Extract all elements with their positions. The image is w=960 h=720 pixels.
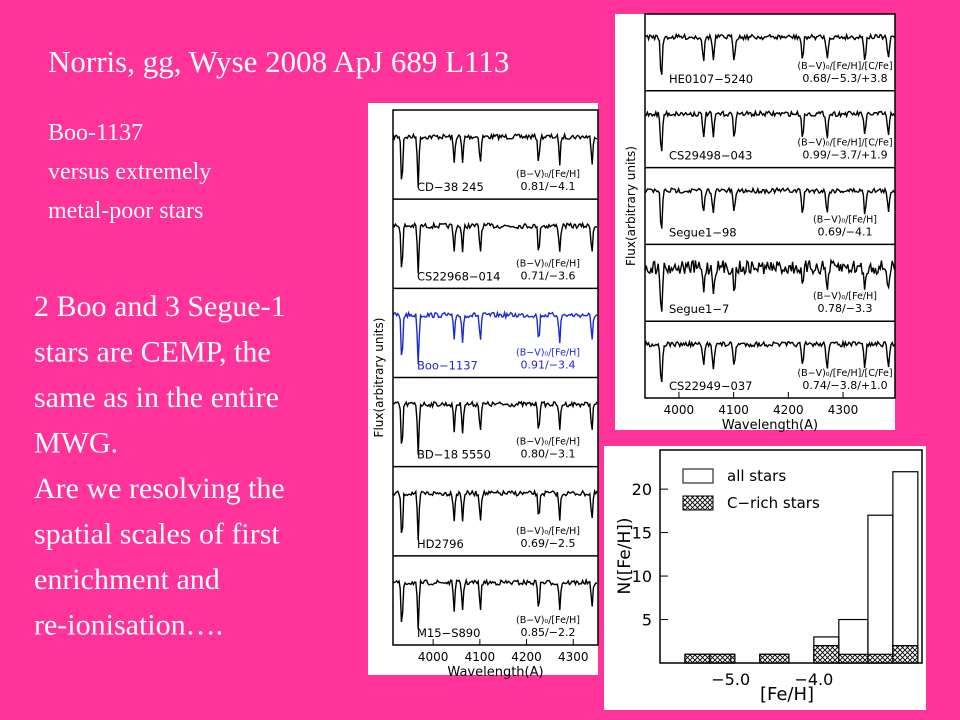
params-value: 0.69/−4.1 bbox=[818, 225, 873, 238]
spectrum bbox=[392, 220, 598, 274]
x-axis-label: Wavelength(A) bbox=[722, 418, 818, 433]
params-label: (B−V)₀/[Fe/H] bbox=[516, 615, 580, 626]
params-label: (B−V)₀/[Fe/H]/[C/Fe] bbox=[797, 368, 892, 379]
x-tick-label: 4200 bbox=[511, 650, 542, 664]
spectrum bbox=[644, 339, 896, 383]
plot-frame bbox=[659, 449, 923, 664]
body-line: 2 Boo and 3 Segue-1 bbox=[34, 290, 286, 323]
x-tick-label: 4300 bbox=[828, 403, 859, 417]
params-value: 0.68/−5.3/+3.8 bbox=[802, 72, 887, 85]
y-axis-label: N([Fe/H]) bbox=[615, 517, 635, 594]
star-name: CS22949−037 bbox=[669, 379, 753, 393]
star-name: HE0107−5240 bbox=[669, 72, 753, 86]
panel-background bbox=[604, 446, 926, 710]
left-spectra-panel: CD−38 245(B−V)₀/[Fe/H]0.81/−4.1CS22968−0… bbox=[368, 103, 599, 680]
star-name: Boo−1137 bbox=[417, 359, 478, 373]
legend-label: all stars bbox=[727, 467, 786, 485]
right-spectra-panel: HE0107−5240(B−V)₀/[Fe/H]/[C/Fe]0.68/−5.3… bbox=[615, 13, 896, 433]
spectrum bbox=[392, 131, 598, 188]
x-tick-label: 4300 bbox=[558, 650, 589, 664]
params-label: (B−V)₀/[Fe/H] bbox=[813, 291, 877, 302]
spectrum bbox=[644, 258, 896, 312]
c-rich-bar bbox=[759, 653, 790, 664]
star-name: Segue1−7 bbox=[669, 302, 729, 316]
body-line: re-ionisation…. bbox=[34, 609, 223, 642]
params-label: (B−V)₀/[Fe/H] bbox=[516, 258, 580, 269]
params-value: 0.81/−4.1 bbox=[521, 180, 576, 193]
y-tick-label: 20 bbox=[632, 480, 652, 499]
c-rich-bar bbox=[684, 653, 711, 664]
params-value: 0.85/−2.2 bbox=[521, 626, 576, 639]
c-rich-bar bbox=[892, 645, 919, 664]
body-line: Are we resolving the bbox=[34, 472, 285, 505]
params-label: (B−V)₀/[Fe/H] bbox=[516, 437, 580, 448]
legend-swatch bbox=[682, 495, 714, 511]
y-axis-label: Flux(arbitrary units) bbox=[624, 146, 638, 266]
params-label: (B−V)₀/[Fe/H]/[C/Fe] bbox=[797, 61, 892, 72]
star-name: BD−18 5550 bbox=[417, 448, 491, 462]
histogram-panel: 5 10 15 20 −5.0 −4.0[Fe/H] N([Fe/H]) all stars C… bbox=[604, 446, 926, 710]
params-label: (B−V)₀/[Fe/H] bbox=[813, 214, 877, 225]
c-rich-bar bbox=[867, 653, 894, 664]
star-name: CS22968−014 bbox=[417, 269, 501, 283]
x-axis-label: [Fe/H] bbox=[760, 684, 814, 705]
x-tick-label: −4.0 bbox=[794, 670, 833, 689]
x-axis-label: Wavelength(A) bbox=[447, 665, 543, 680]
star-name: HD2796 bbox=[417, 537, 464, 551]
params-label: (B−V)₀/[Fe/H] bbox=[516, 348, 580, 359]
params-value: 0.69/−2.5 bbox=[521, 537, 576, 550]
subtitle-line: metal-poor stars bbox=[48, 198, 203, 224]
y-axis-label: Flux(arbitrary units) bbox=[372, 318, 386, 438]
x-tick-label: −5.0 bbox=[711, 670, 750, 689]
y-tick-label: 15 bbox=[632, 524, 652, 543]
x-tick-label: 4100 bbox=[718, 403, 749, 417]
star-name: M15−S890 bbox=[417, 626, 480, 640]
params-label: (B−V)₀/[Fe/H] bbox=[516, 526, 580, 537]
x-tick-label: 4200 bbox=[773, 403, 804, 417]
star-name: CS29498−043 bbox=[669, 149, 753, 163]
body-text: 2 Boo and 3 Segue-1 stars are CEMP, the sa… bbox=[34, 290, 286, 642]
spectrum bbox=[392, 400, 598, 455]
params-value: 0.74/−3.8/+1.0 bbox=[802, 379, 887, 392]
body-line: MWG. bbox=[34, 427, 118, 460]
legend-swatch bbox=[682, 468, 714, 484]
c-rich-bar bbox=[838, 653, 869, 664]
panel-frame bbox=[644, 13, 896, 399]
params-label: (B−V)₀/[Fe/H] bbox=[516, 169, 580, 180]
spectrum bbox=[392, 488, 598, 541]
body-line: same as in the entire bbox=[34, 381, 279, 414]
y-tick-label: 10 bbox=[632, 567, 652, 586]
body-line: stars are CEMP, the bbox=[34, 336, 271, 369]
x-tick-label: 4000 bbox=[418, 650, 449, 664]
slide-title: Norris, gg, Wyse 2008 ApJ 689 L113 bbox=[48, 44, 509, 79]
subtitle: Boo-1137 versus extremely metal-poor stars bbox=[48, 120, 211, 224]
spectrum bbox=[392, 577, 598, 630]
spectrum bbox=[644, 186, 896, 229]
c-rich-bar bbox=[813, 645, 840, 664]
x-tick-label: 4000 bbox=[664, 403, 695, 417]
body-line: enrichment and bbox=[34, 563, 220, 596]
star-name: Segue1−98 bbox=[669, 225, 737, 239]
x-tick-label: 4100 bbox=[465, 650, 496, 664]
spectrum bbox=[644, 109, 896, 152]
legend-label: C−rich stars bbox=[727, 494, 820, 512]
params-value: 0.78/−3.3 bbox=[818, 302, 873, 315]
spectrum bbox=[644, 32, 896, 75]
subtitle-line: Boo-1137 bbox=[48, 120, 143, 146]
spectrum bbox=[392, 309, 598, 365]
y-tick-label: 5 bbox=[642, 611, 652, 630]
params-value: 0.99/−3.7/+1.9 bbox=[802, 149, 887, 162]
star-name: CD−38 245 bbox=[417, 180, 484, 194]
params-value: 0.71/−3.6 bbox=[521, 269, 576, 282]
params-label: (B−V)₀/[Fe/H]/[C/Fe] bbox=[797, 138, 892, 149]
panel-background bbox=[368, 103, 598, 675]
body-line: spatial scales of first bbox=[34, 518, 280, 551]
panel-frame bbox=[392, 109, 599, 646]
params-value: 0.91/−3.4 bbox=[521, 359, 576, 372]
params-value: 0.80/−3.1 bbox=[521, 448, 576, 461]
subtitle-line: versus extremely bbox=[48, 159, 211, 185]
